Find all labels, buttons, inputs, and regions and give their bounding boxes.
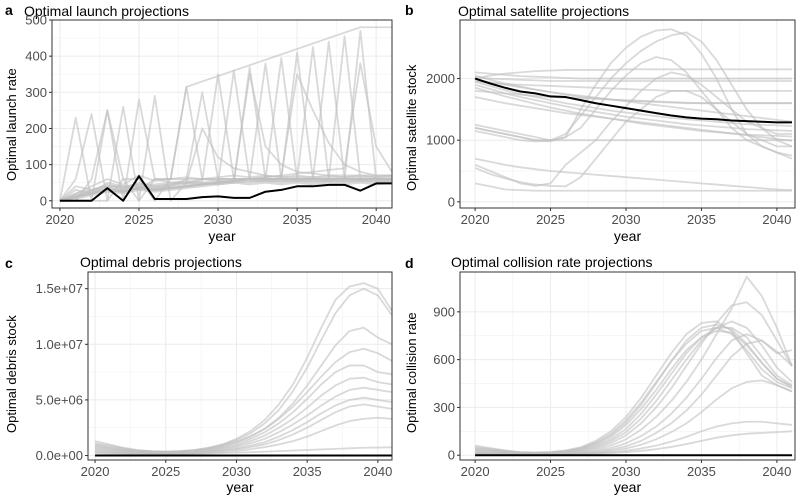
y-tick-label: 1000 [426, 133, 455, 148]
panel-letter-a: a [5, 2, 13, 18]
y-tick-label: 200 [25, 121, 47, 136]
series-line-run [475, 76, 792, 82]
plot-border [51, 19, 393, 209]
y-tick-label: 5.0e+06 [36, 392, 83, 407]
x-tick-label: 2030 [612, 212, 641, 227]
series-line-run [474, 89, 792, 188]
series-line-run [475, 420, 793, 456]
y-tick-label: 0 [448, 194, 455, 209]
chart-title: Optimal collision rate projections [451, 254, 653, 270]
series-line-run [474, 123, 792, 142]
series-line-run [59, 127, 392, 202]
x-tick-label: 2035 [687, 464, 716, 479]
y-tick-label: 400 [25, 49, 47, 64]
series-line-run [474, 182, 792, 192]
x-tick-label: 2035 [283, 212, 312, 227]
series-line-run [474, 78, 793, 123]
panel-letter-d: d [405, 255, 414, 271]
series-line-run [475, 80, 792, 92]
y-tick-label: 0 [448, 448, 455, 463]
y-tick-label: 600 [433, 352, 455, 367]
y-tick-label: 300 [433, 400, 455, 415]
chart-title: Optimal satellite projections [458, 3, 630, 19]
y-tick-label: 0.0e+00 [36, 448, 83, 463]
chart-title: Optimal debris projections [80, 254, 242, 270]
x-tick-label: 2040 [762, 464, 791, 479]
x-tick-label: 2025 [151, 464, 180, 479]
x-tick-label: 2030 [204, 212, 233, 227]
x-tick-label: 2025 [536, 464, 565, 479]
x-tick-label: 2030 [222, 464, 251, 479]
panel-letter-b: b [405, 2, 414, 18]
chart-title: Optimal launch projections [24, 3, 189, 19]
series-line-run [474, 96, 793, 142]
plot-border [459, 271, 796, 461]
y-tick-label: 300 [25, 85, 47, 100]
y-tick-label: 100 [25, 157, 47, 172]
y-tick-label: 2000 [426, 71, 455, 86]
series-line-run [94, 347, 393, 453]
series-line-run [475, 323, 793, 454]
y-tick-label: 1.0e+07 [36, 337, 83, 352]
series-line-run [475, 339, 793, 456]
series-line-optimal [474, 77, 792, 124]
plot-border [459, 19, 796, 209]
series-line-run [474, 31, 793, 148]
x-axis-title: year [613, 228, 642, 244]
series-line-run [59, 174, 393, 202]
x-tick-label: 2020 [461, 212, 490, 227]
x-tick-label: 2040 [762, 212, 791, 227]
x-tick-label: 2025 [536, 212, 565, 227]
series-line-run [474, 157, 793, 192]
panel-letter-c: c [5, 255, 13, 271]
series-line-run [59, 62, 393, 202]
x-tick-label: 2035 [293, 464, 322, 479]
x-axis-title: year [208, 228, 236, 244]
x-tick-label: 2030 [612, 464, 641, 479]
x-tick-label: 2020 [45, 212, 74, 227]
x-tick-label: 2020 [81, 464, 110, 479]
x-tick-label: 2040 [362, 212, 391, 227]
series-line-optimal [59, 175, 392, 202]
series-line-run [475, 89, 792, 105]
x-axis-title: year [226, 479, 254, 495]
x-tick-label: 2035 [687, 212, 716, 227]
y-tick-label: 900 [433, 304, 455, 319]
y-tick-label: 500 [25, 13, 47, 28]
x-tick-label: 2025 [125, 212, 154, 227]
series-line-run [475, 71, 792, 80]
y-tick-label: 0 [40, 193, 47, 208]
x-tick-label: 2040 [363, 464, 392, 479]
series-line-run [95, 446, 393, 455]
plot-border [87, 271, 393, 461]
x-tick-label: 2020 [461, 464, 490, 479]
y-tick-label: 1.5e+07 [36, 281, 83, 296]
x-axis-title: year [613, 479, 642, 495]
series-line-run [475, 333, 793, 456]
